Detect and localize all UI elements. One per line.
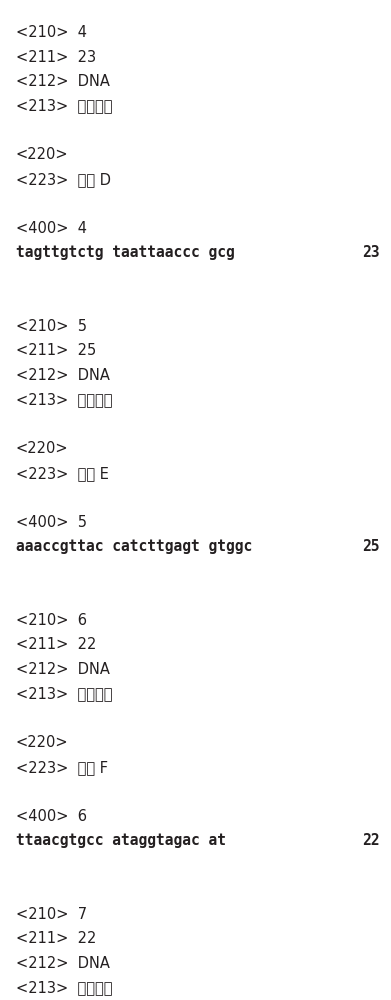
Text: <213>  人工序列: <213> 人工序列 (16, 980, 112, 995)
Text: <400>  4: <400> 4 (16, 221, 87, 236)
Text: <211>  23: <211> 23 (16, 49, 96, 64)
Text: <220>: <220> (16, 441, 68, 456)
Text: <212>  DNA: <212> DNA (16, 662, 109, 677)
Text: <213>  人工序列: <213> 人工序列 (16, 686, 112, 701)
Text: <211>  22: <211> 22 (16, 637, 96, 652)
Text: <400>  5: <400> 5 (16, 515, 87, 530)
Text: <223>  探针 D: <223> 探针 D (16, 172, 111, 187)
Text: tagttgtctg taattaaccc gcg: tagttgtctg taattaaccc gcg (16, 245, 234, 260)
Text: <223>  探针 F: <223> 探针 F (16, 760, 108, 775)
Text: <213>  人工序列: <213> 人工序列 (16, 392, 112, 407)
Text: aaaccgttac catcttgagt gtggc: aaaccgttac catcttgagt gtggc (16, 539, 252, 554)
Text: <220>: <220> (16, 735, 68, 750)
Text: <210>  7: <210> 7 (16, 907, 87, 922)
Text: 25: 25 (362, 539, 379, 554)
Text: <212>  DNA: <212> DNA (16, 74, 109, 89)
Text: <212>  DNA: <212> DNA (16, 368, 109, 383)
Text: ttaacgtgcc ataggtagac at: ttaacgtgcc ataggtagac at (16, 833, 226, 848)
Text: <212>  DNA: <212> DNA (16, 956, 109, 971)
Text: <210>  4: <210> 4 (16, 25, 87, 40)
Text: 23: 23 (362, 245, 379, 260)
Text: <220>: <220> (16, 147, 68, 162)
Text: <211>  25: <211> 25 (16, 343, 96, 358)
Text: <210>  5: <210> 5 (16, 319, 87, 334)
Text: <211>  22: <211> 22 (16, 931, 96, 946)
Text: 22: 22 (362, 833, 379, 848)
Text: <400>  6: <400> 6 (16, 809, 87, 824)
Text: <223>  探针 E: <223> 探针 E (16, 466, 109, 481)
Text: <213>  人工序列: <213> 人工序列 (16, 98, 112, 113)
Text: <210>  6: <210> 6 (16, 613, 87, 628)
